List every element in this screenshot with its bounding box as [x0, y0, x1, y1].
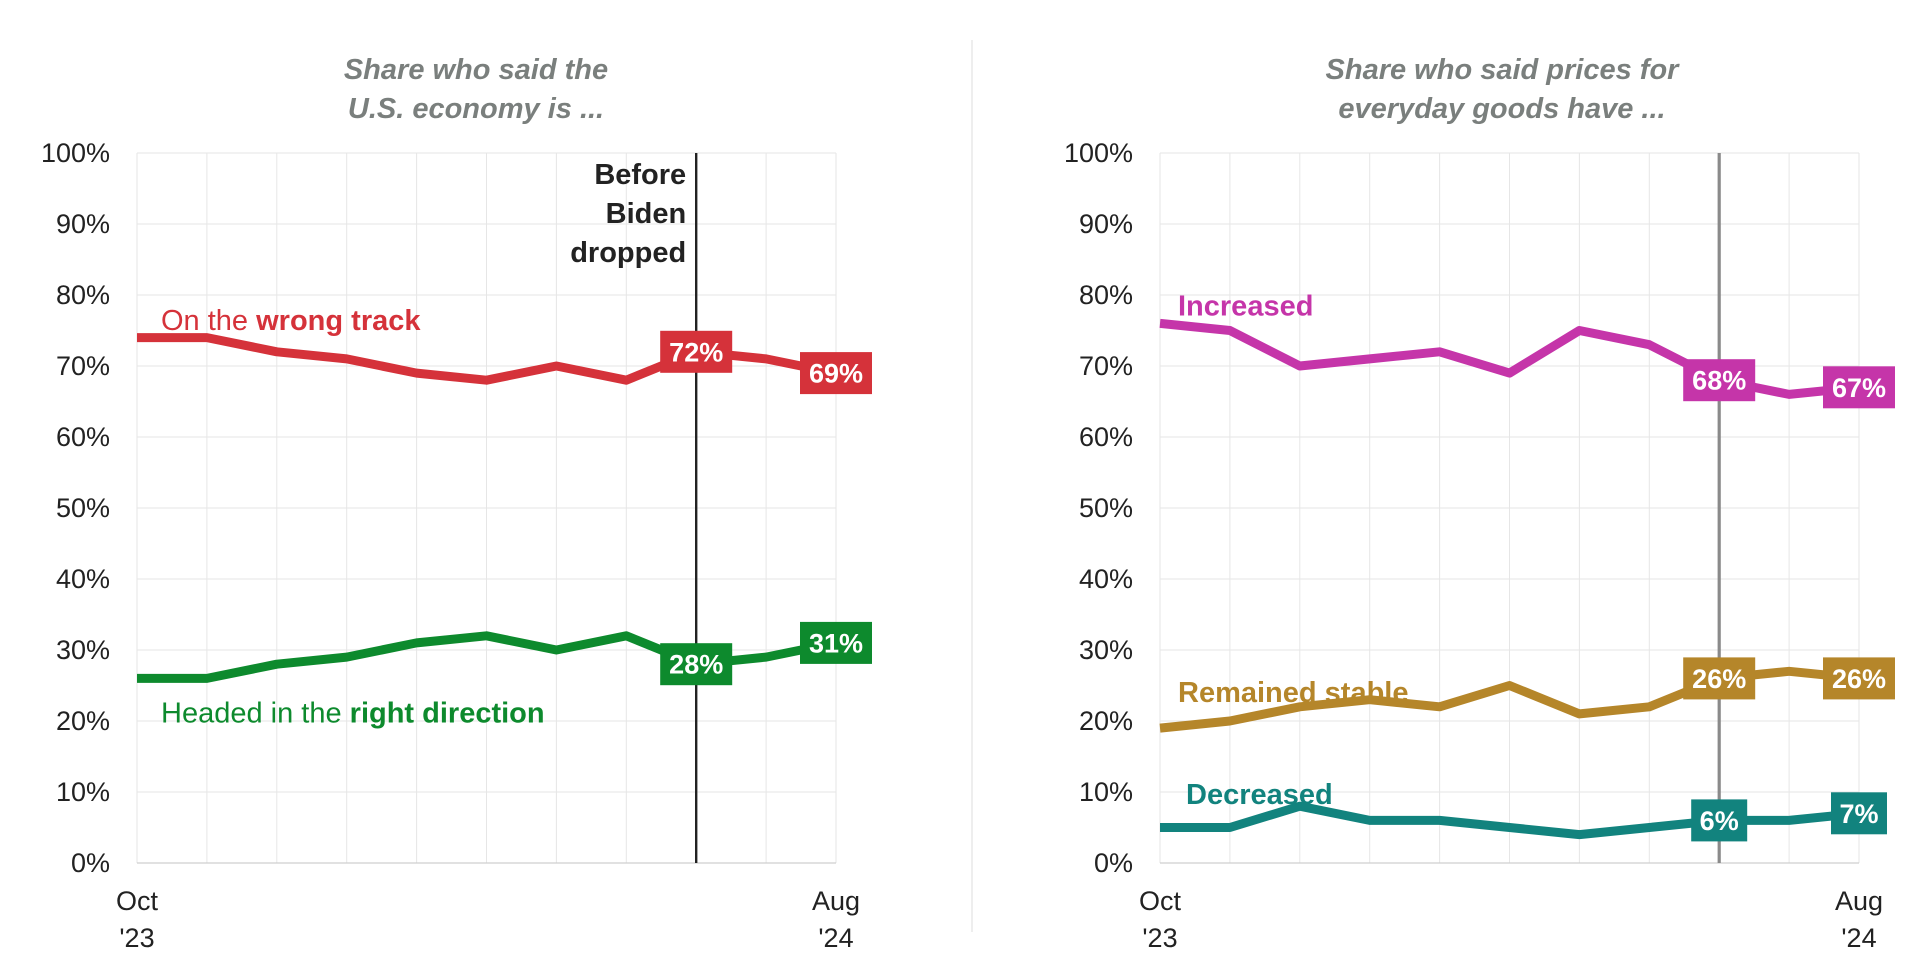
x-tick-label: '24 — [818, 923, 853, 953]
y-tick-label: 70% — [56, 351, 110, 381]
y-tick-label: 60% — [56, 422, 110, 452]
x-tick-label: Aug — [1835, 886, 1883, 916]
chart-title-line: Share who said prices for — [1326, 54, 1681, 86]
series-label-part: Increased — [1178, 291, 1313, 323]
series-label: Decreased — [1186, 779, 1333, 811]
y-tick-label: 30% — [1079, 635, 1133, 665]
x-tick-label: '23 — [1142, 923, 1177, 953]
series-label-part: Remained stable — [1178, 677, 1408, 709]
y-tick-label: 20% — [1079, 706, 1133, 736]
value-badge-label: 67% — [1832, 373, 1886, 403]
y-tick-label: 60% — [1079, 422, 1133, 452]
x-tick-label: '24 — [1841, 923, 1876, 953]
value-badge — [1831, 792, 1887, 835]
event-marker-label: Biden — [606, 198, 687, 230]
y-tick-label: 90% — [56, 209, 110, 239]
chart-economy-direction: Share who said the U.S. economy is ... 0% 1… — [41, 54, 872, 953]
series-label: Increased — [1178, 291, 1313, 323]
y-tick-label: 90% — [1079, 209, 1133, 239]
series-label-part: right direction — [350, 697, 545, 729]
series-label: Headed in the right direction — [161, 697, 545, 729]
value-badge — [1823, 657, 1895, 700]
value-badge-label: 72% — [669, 337, 723, 367]
event-marker-label: dropped — [570, 237, 686, 269]
value-badge — [1823, 366, 1895, 409]
value-badge-label: 7% — [1839, 799, 1878, 829]
y-tick-label: 10% — [1079, 777, 1133, 807]
y-tick-label: 100% — [41, 138, 110, 168]
series-label-part: Decreased — [1186, 779, 1333, 811]
event-marker-label: Before — [594, 159, 686, 191]
y-tick-label: 40% — [1079, 564, 1133, 594]
series-label-part: Headed in the — [161, 697, 350, 729]
value-badge-label: 68% — [1692, 366, 1746, 396]
value-badge — [800, 352, 872, 395]
value-badge — [660, 330, 733, 373]
series-label: On the wrong track — [161, 305, 421, 337]
y-tick-label: 10% — [56, 777, 110, 807]
y-tick-label: 0% — [71, 848, 110, 878]
value-badge — [1683, 657, 1756, 700]
chart-title-line: U.S. economy is ... — [348, 93, 604, 125]
value-badge-label: 26% — [1832, 664, 1886, 694]
y-tick-label: 0% — [1094, 848, 1133, 878]
x-tick-label: Aug — [812, 886, 860, 916]
value-badge — [800, 621, 872, 664]
value-badge — [1691, 799, 1748, 842]
y-tick-label: 50% — [1079, 493, 1133, 523]
chart-title-line: Share who said the — [344, 54, 608, 86]
x-tick-label: Oct — [116, 886, 159, 916]
value-badge-label: 69% — [809, 359, 863, 389]
y-tick-label: 80% — [1079, 280, 1133, 310]
chart-prices-everyday-goods: Share who said prices for everyday goods … — [1064, 54, 1895, 953]
value-badge — [660, 643, 733, 686]
y-tick-label: 80% — [56, 280, 110, 310]
value-badge — [1683, 359, 1756, 402]
y-tick-label: 50% — [56, 493, 110, 523]
value-badge-label: 28% — [669, 650, 723, 680]
value-badge-label: 26% — [1692, 664, 1746, 694]
y-tick-label: 30% — [56, 635, 110, 665]
value-badge-label: 31% — [809, 628, 863, 658]
y-tick-label: 70% — [1079, 351, 1133, 381]
series-label: Remained stable — [1178, 677, 1408, 709]
value-badge-label: 6% — [1700, 806, 1739, 836]
x-tick-label: '23 — [119, 923, 154, 953]
y-tick-label: 20% — [56, 706, 110, 736]
series-label-part: wrong track — [255, 305, 421, 337]
y-tick-label: 40% — [56, 564, 110, 594]
series-label-part: On the — [161, 305, 256, 337]
x-tick-label: Oct — [1139, 886, 1182, 916]
y-tick-label: 100% — [1064, 138, 1133, 168]
chart-title-line: everyday goods have ... — [1338, 93, 1665, 125]
